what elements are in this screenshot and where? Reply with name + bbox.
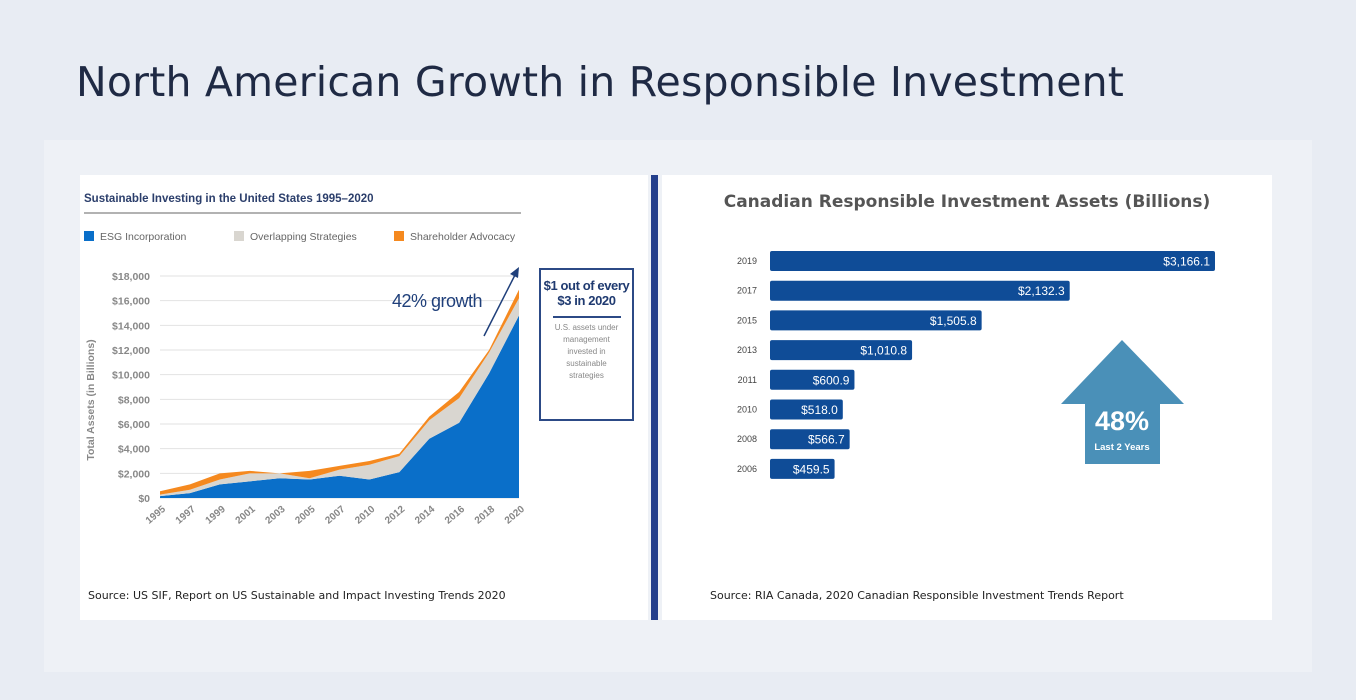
growth-arrow-line <box>483 272 517 337</box>
legend-swatch <box>394 231 404 241</box>
x-tick-label: 1999 <box>204 504 228 527</box>
callout-headline: $1 out of every $3 in 2020 <box>543 278 630 308</box>
growth-percent: 48% <box>1095 406 1149 436</box>
growth-label: 42% growth <box>392 291 482 311</box>
bar-value-label: $518.0 <box>801 403 838 417</box>
bar <box>770 369 855 390</box>
y-tick-label: $0 <box>138 493 150 505</box>
bar-value-label: $3,166.1 <box>1163 255 1210 269</box>
bar-value-label: $600.9 <box>813 373 850 387</box>
legend-swatch <box>84 231 94 241</box>
bar <box>770 280 1070 301</box>
y-category-label: 2006 <box>737 464 757 474</box>
x-tick-label: 1995 <box>144 504 168 527</box>
x-tick-label: 2003 <box>263 504 287 527</box>
y-category-label: 2015 <box>737 315 757 325</box>
legend-swatch <box>234 231 244 241</box>
y-category-label: 2011 <box>738 375 757 385</box>
bar <box>770 340 913 361</box>
legend-label: Shareholder Advocacy <box>410 231 516 243</box>
y-tick-label: $12,000 <box>112 345 150 357</box>
bar-value-label: $566.7 <box>808 433 845 447</box>
bar-value-label: $459.5 <box>793 462 830 476</box>
x-tick-label: 1997 <box>174 504 198 527</box>
x-tick-label: 2010 <box>353 504 377 527</box>
bar <box>770 458 835 479</box>
canada-source: Source: RIA Canada, 2020 Canadian Respon… <box>710 589 1124 602</box>
x-tick-label: 2012 <box>383 504 407 527</box>
bar-value-label: $2,132.3 <box>1018 284 1065 298</box>
y-category-label: 2013 <box>737 345 757 355</box>
callout-divider <box>552 316 621 318</box>
bar-value-label: $1,010.8 <box>860 344 907 358</box>
x-tick-label: 2005 <box>293 504 317 527</box>
y-tick-label: $10,000 <box>112 370 150 382</box>
callout-box: $1 out of every $3 in 2020 U.S. assets u… <box>539 268 634 421</box>
canada-chart-card: Canadian Responsible Investment Assets (… <box>662 175 1272 620</box>
area-esg-incorporation <box>160 315 519 498</box>
y-category-label: 2019 <box>737 256 757 266</box>
x-tick-label: 2001 <box>234 504 258 527</box>
y-axis-title: Total Assets (in Billions) <box>85 339 97 460</box>
y-category-label: 2008 <box>737 434 757 444</box>
panel-divider <box>651 175 658 620</box>
y-category-label: 2010 <box>737 405 757 415</box>
chart-title: Sustainable Investing in the United Stat… <box>84 193 374 205</box>
legend-label: ESG Incorporation <box>100 231 187 243</box>
us-area-chart: Sustainable Investing in the United Stat… <box>84 193 527 527</box>
canada-bar-chart: Canadian Responsible Investment Assets (… <box>724 192 1215 479</box>
growth-arrow-head-icon <box>510 267 519 278</box>
growth-period: Last 2 Years <box>1094 442 1149 453</box>
page-title: North American Growth in Responsible Inv… <box>76 58 1125 106</box>
callout-body: U.S. assets under management invested in… <box>554 323 619 380</box>
y-tick-label: $18,000 <box>112 271 150 283</box>
chart-title: Canadian Responsible Investment Assets (… <box>724 192 1211 212</box>
us-chart-card: Sustainable Investing in the United Stat… <box>80 175 648 620</box>
y-tick-label: $2,000 <box>118 468 150 480</box>
y-tick-label: $16,000 <box>112 296 150 308</box>
bar <box>770 399 843 420</box>
x-tick-label: 2007 <box>323 504 347 527</box>
bar <box>770 251 1215 271</box>
y-tick-label: $6,000 <box>118 419 150 431</box>
y-tick-label: $14,000 <box>112 320 150 332</box>
x-tick-label: 2018 <box>473 504 497 527</box>
up-arrow-icon <box>1061 340 1184 464</box>
y-category-label: 2017 <box>737 286 757 296</box>
y-tick-label: $8,000 <box>118 394 150 406</box>
x-tick-label: 2020 <box>503 504 527 527</box>
bar-value-label: $1,505.8 <box>930 314 977 328</box>
bar <box>770 429 850 450</box>
us-source: Source: US SIF, Report on US Sustainable… <box>88 589 506 602</box>
x-tick-label: 2014 <box>413 504 437 527</box>
y-tick-label: $4,000 <box>118 444 150 456</box>
x-tick-label: 2016 <box>443 504 467 527</box>
legend-label: Overlapping Strategies <box>250 231 357 243</box>
bar <box>770 310 982 331</box>
